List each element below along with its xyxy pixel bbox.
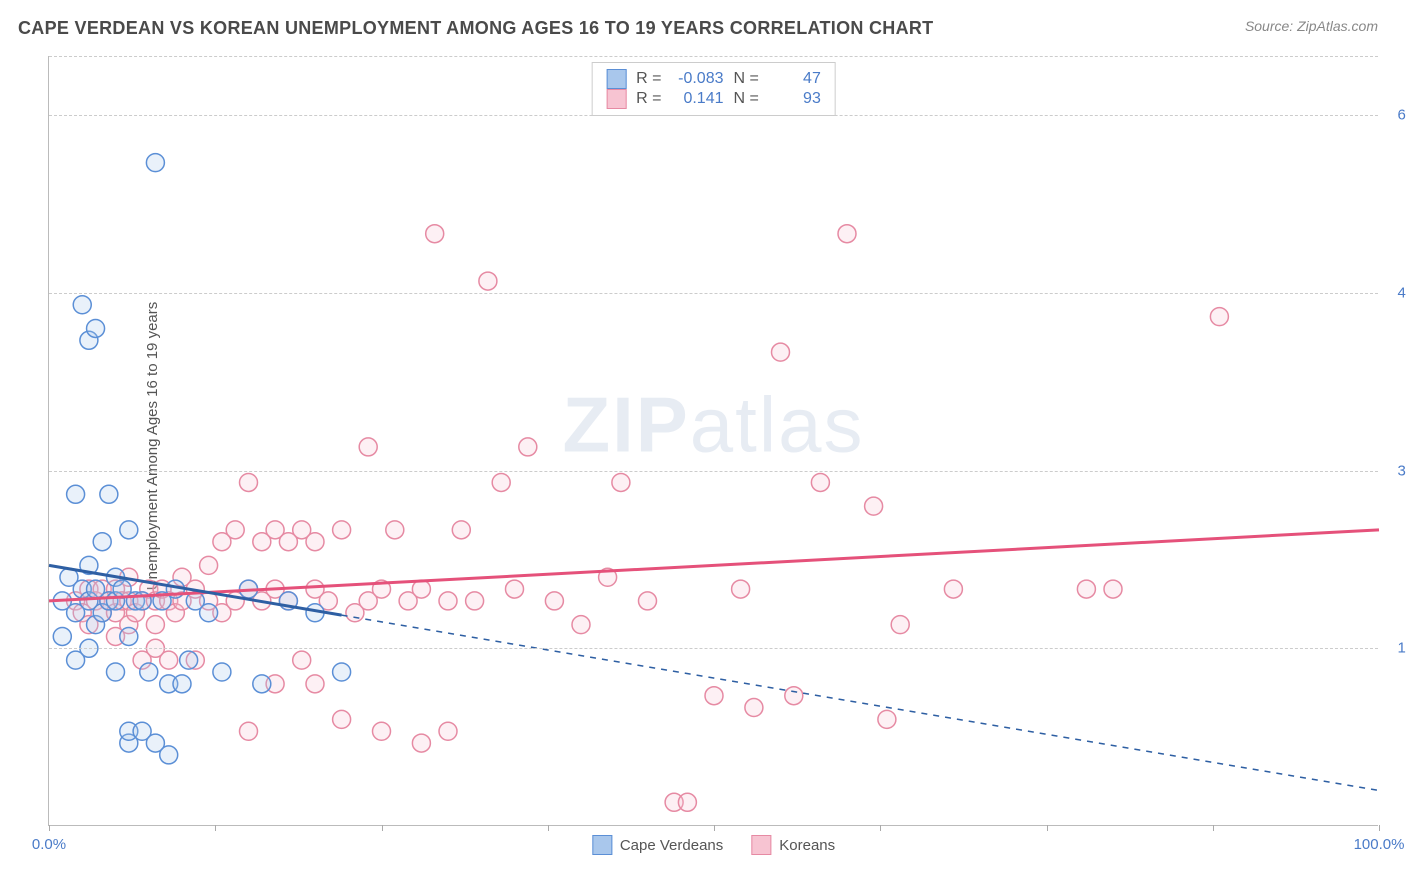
data-point <box>426 225 444 243</box>
legend-item-koreans: Koreans <box>751 835 835 855</box>
x-tick <box>382 825 383 831</box>
data-point <box>160 746 178 764</box>
data-point <box>466 592 484 610</box>
y-tick-label: 15.0% <box>1397 640 1406 657</box>
grid-line <box>49 471 1378 472</box>
y-tick-label: 60.0% <box>1397 107 1406 124</box>
swatch-cape-verdeans-icon <box>592 835 612 855</box>
grid-line <box>49 115 1378 116</box>
data-point <box>439 722 457 740</box>
grid-line <box>49 56 1378 57</box>
data-point <box>785 687 803 705</box>
legend-label: Cape Verdeans <box>620 837 723 854</box>
data-point <box>506 580 524 598</box>
x-tick <box>215 825 216 831</box>
x-tick <box>49 825 50 831</box>
data-point <box>732 580 750 598</box>
data-point <box>772 343 790 361</box>
x-tick <box>548 825 549 831</box>
data-point <box>120 627 138 645</box>
data-point <box>200 604 218 622</box>
data-point <box>120 521 138 539</box>
data-point <box>678 793 696 811</box>
data-point <box>306 675 324 693</box>
data-point <box>705 687 723 705</box>
trend-line-koreans <box>49 530 1379 601</box>
data-point <box>240 722 258 740</box>
data-point <box>100 485 118 503</box>
x-tick <box>1379 825 1380 831</box>
data-point <box>891 616 909 634</box>
data-point <box>333 663 351 681</box>
series-legend: Cape Verdeans Koreans <box>592 835 835 855</box>
y-tick-label: 30.0% <box>1397 462 1406 479</box>
x-tick <box>880 825 881 831</box>
data-point <box>745 699 763 717</box>
x-tick-label: 100.0% <box>1354 836 1405 853</box>
data-point <box>386 521 404 539</box>
data-point <box>306 533 324 551</box>
data-point <box>572 616 590 634</box>
data-point <box>293 651 311 669</box>
data-point <box>226 521 244 539</box>
trend-line-cape-verdeans-extrapolated <box>342 615 1379 790</box>
source-attribution: Source: ZipAtlas.com <box>1245 18 1378 34</box>
data-point <box>865 497 883 515</box>
data-point <box>253 675 271 693</box>
data-point <box>87 319 105 337</box>
data-point <box>412 734 430 752</box>
data-point <box>53 627 71 645</box>
chart-title: CAPE VERDEAN VS KOREAN UNEMPLOYMENT AMON… <box>18 18 933 39</box>
data-point <box>146 154 164 172</box>
data-point <box>160 651 178 669</box>
data-point <box>200 556 218 574</box>
data-point <box>333 521 351 539</box>
grid-line <box>49 293 1378 294</box>
data-point <box>333 710 351 728</box>
x-tick <box>714 825 715 831</box>
data-point <box>140 663 158 681</box>
data-point <box>107 663 125 681</box>
chart-plot-area: ZIPatlas R = -0.083 N = 47 R = 0.141 N =… <box>48 56 1378 826</box>
data-point <box>1077 580 1095 598</box>
y-tick-label: 45.0% <box>1397 284 1406 301</box>
x-tick-label: 0.0% <box>32 836 66 853</box>
data-point <box>373 722 391 740</box>
x-tick <box>1213 825 1214 831</box>
data-point <box>545 592 563 610</box>
data-point <box>93 533 111 551</box>
data-point <box>519 438 537 456</box>
scatter-svg <box>49 56 1378 825</box>
swatch-koreans-icon <box>751 835 771 855</box>
data-point <box>439 592 457 610</box>
data-point <box>612 473 630 491</box>
data-point <box>944 580 962 598</box>
data-point <box>1104 580 1122 598</box>
data-point <box>173 675 191 693</box>
data-point <box>492 473 510 491</box>
x-tick <box>1047 825 1048 831</box>
data-point <box>146 616 164 634</box>
data-point <box>359 438 377 456</box>
data-point <box>240 473 258 491</box>
data-point <box>452 521 470 539</box>
data-point <box>811 473 829 491</box>
grid-line <box>49 648 1378 649</box>
data-point <box>67 485 85 503</box>
data-point <box>838 225 856 243</box>
legend-label: Koreans <box>779 837 835 854</box>
data-point <box>1210 308 1228 326</box>
legend-item-cape-verdeans: Cape Verdeans <box>592 835 723 855</box>
data-point <box>213 663 231 681</box>
data-point <box>878 710 896 728</box>
data-point <box>639 592 657 610</box>
data-point <box>479 272 497 290</box>
data-point <box>180 651 198 669</box>
data-point <box>73 296 91 314</box>
